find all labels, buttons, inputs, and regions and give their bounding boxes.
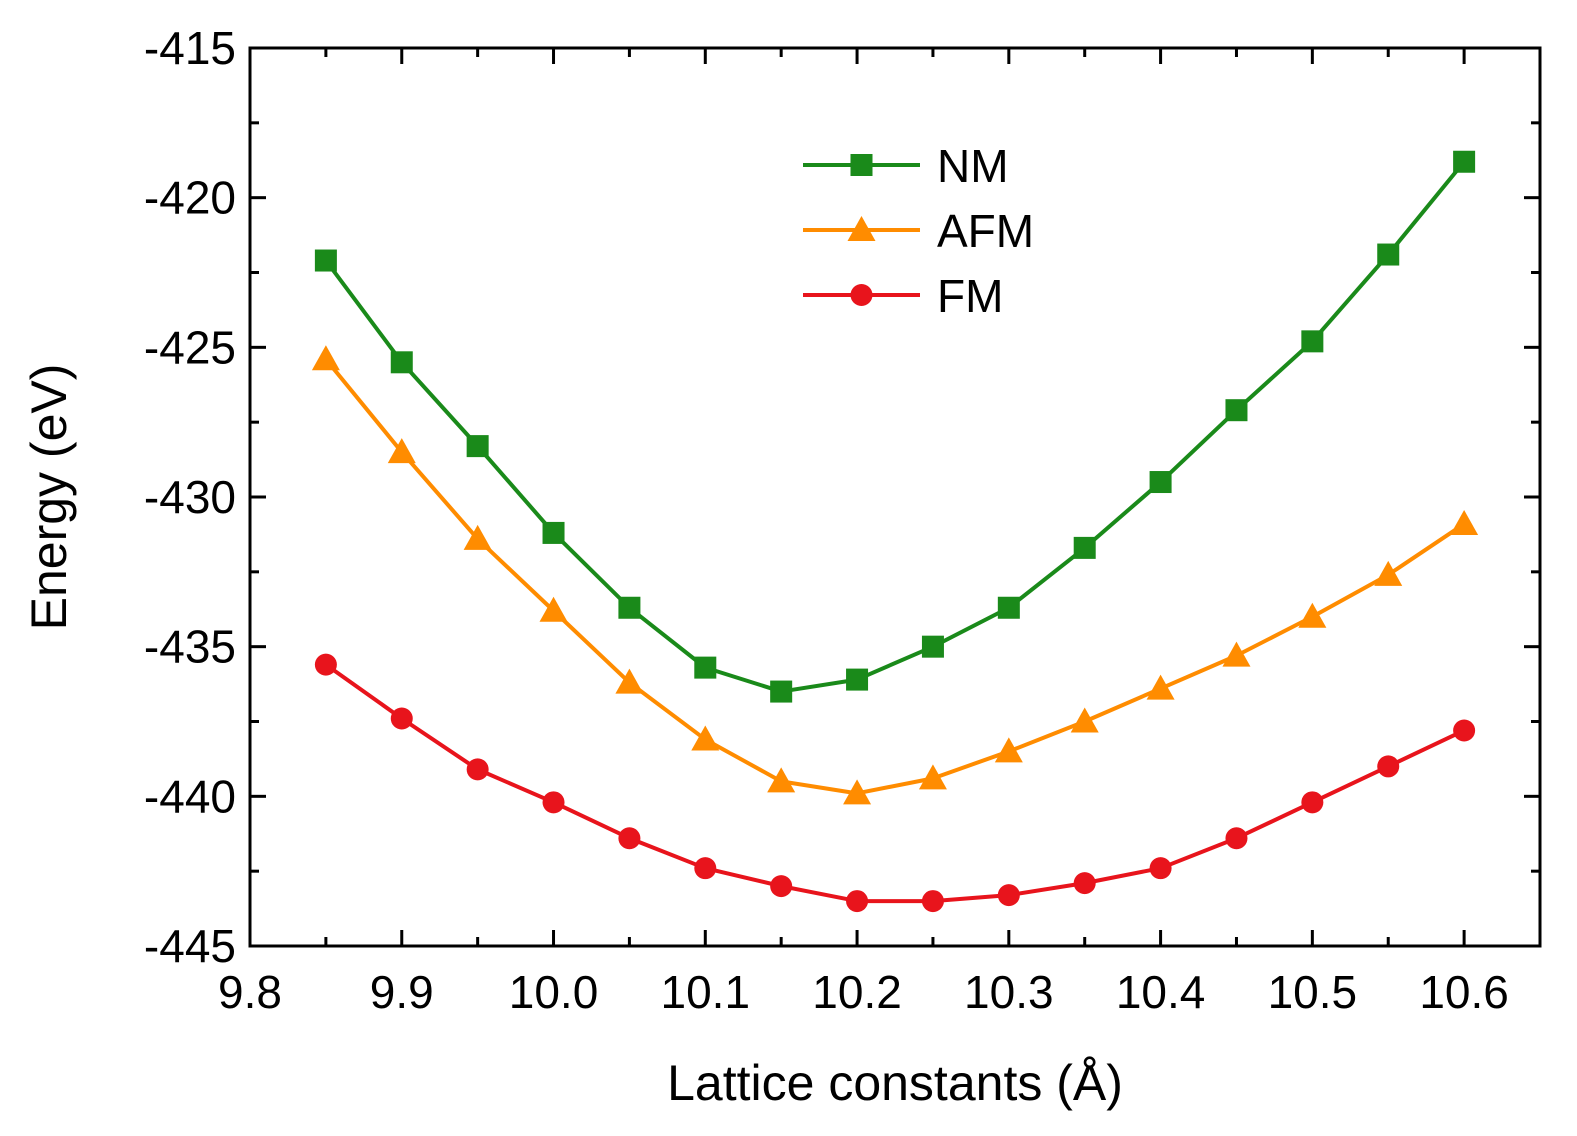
legend-marker-fm [850, 284, 873, 306]
data-point-fm [1453, 719, 1476, 742]
series-nm [314, 150, 1476, 703]
data-point-nm [1225, 399, 1248, 422]
data-point-fm [997, 884, 1020, 907]
data-point-nm [1453, 150, 1476, 173]
x-tick-label: 10.1 [661, 966, 751, 1018]
series-line-fm [324, 662, 1465, 904]
data-point-afm [1298, 602, 1327, 628]
data-point-nm [921, 635, 944, 658]
data-point-fm [314, 653, 337, 676]
y-axis-title: Energy (eV) [21, 364, 77, 631]
data-point-fm [1073, 872, 1096, 895]
y-tick-label: -425 [144, 321, 236, 373]
data-point-afm [463, 524, 492, 550]
x-tick-label: 10.6 [1419, 966, 1509, 1018]
data-point-afm [1222, 641, 1251, 667]
y-tick-label: -435 [144, 621, 236, 673]
data-point-nm [390, 351, 413, 374]
data-point-nm [1149, 471, 1172, 494]
data-point-afm [1374, 560, 1403, 586]
data-point-fm [846, 890, 869, 913]
x-tick-label: 10.4 [1116, 966, 1206, 1018]
data-point-afm [1070, 707, 1099, 733]
y-tick-label: -445 [144, 920, 236, 972]
data-point-nm [846, 668, 869, 691]
data-point-nm [1377, 243, 1400, 266]
data-point-afm [615, 668, 644, 694]
x-axis-title: Lattice constants (Å) [667, 1055, 1123, 1111]
legend-item-fm: FM [803, 270, 1003, 322]
data-point-afm [918, 764, 947, 790]
legend-label-fm: FM [937, 270, 1003, 322]
data-point-fm [770, 875, 793, 898]
y-tick-label: -415 [144, 22, 236, 74]
y-tick-label: -420 [144, 172, 236, 224]
x-tick-label: 10.2 [812, 966, 902, 1018]
data-point-nm [997, 596, 1020, 619]
x-tick-label: 10.0 [509, 966, 599, 1018]
x-tick-label: 9.9 [370, 966, 434, 1018]
data-point-afm [311, 345, 340, 371]
data-point-afm [1450, 509, 1479, 535]
legend: NM AFM FM [803, 140, 1034, 322]
x-tick-label: 9.8 [218, 966, 282, 1018]
legend-label-nm: NM [937, 140, 1009, 192]
legend-item-afm: AFM [803, 205, 1034, 257]
legend-marker-nm [850, 154, 873, 176]
data-point-nm [542, 521, 565, 544]
data-point-fm [694, 857, 717, 880]
data-point-afm [767, 767, 796, 793]
data-point-fm [1301, 791, 1324, 814]
y-tick-label: -430 [144, 471, 236, 523]
legend-item-nm: NM [803, 140, 1009, 192]
data-point-afm [994, 737, 1023, 763]
x-tick-label: 10.3 [964, 966, 1054, 1018]
data-point-afm [387, 438, 416, 464]
data-point-afm [539, 596, 568, 622]
data-point-fm [390, 707, 413, 730]
data-point-fm [1225, 827, 1248, 850]
series-layer [311, 150, 1479, 913]
data-point-fm [921, 890, 944, 913]
series-afm [311, 345, 1479, 805]
legend-marker-afm [847, 216, 876, 241]
data-point-nm [618, 596, 641, 619]
series-line-nm [324, 160, 1466, 694]
axis-tick-labels: 9.8 9.9 10.0 10.1 10.2 10.3 10.4 10.5 10.6 -415 -4… [144, 22, 1509, 1018]
x-tick-label: 10.5 [1268, 966, 1358, 1018]
data-point-fm [618, 827, 641, 850]
data-point-fm [466, 758, 489, 781]
axis-ticks [248, 46, 1542, 948]
data-point-fm [542, 791, 565, 814]
data-point-nm [466, 435, 489, 458]
data-point-nm [770, 680, 793, 703]
legend-label-afm: AFM [937, 205, 1034, 257]
y-tick-label: -440 [144, 770, 236, 822]
data-point-nm [1073, 536, 1096, 559]
data-point-fm [1377, 755, 1400, 778]
data-point-nm [1301, 330, 1324, 353]
data-point-afm [691, 725, 720, 751]
data-point-fm [1149, 857, 1172, 880]
data-point-afm [1146, 674, 1175, 700]
data-point-nm [694, 656, 717, 679]
series-fm [314, 653, 1476, 913]
series-line-afm [324, 358, 1466, 796]
data-point-afm [843, 779, 872, 805]
data-point-nm [314, 249, 337, 272]
